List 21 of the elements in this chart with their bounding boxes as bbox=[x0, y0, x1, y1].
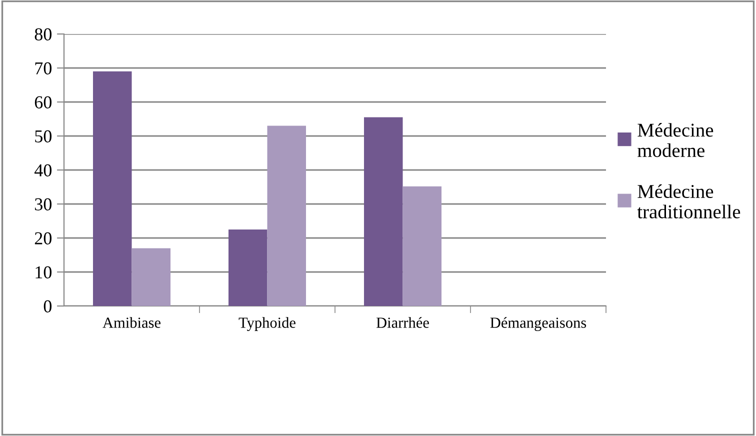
y-tick-label: 0 bbox=[44, 300, 52, 312]
legend-label: Médecine traditionnelle bbox=[637, 184, 740, 218]
x-tick-label: Diarrhée bbox=[376, 317, 429, 328]
bar bbox=[132, 248, 171, 306]
bar bbox=[402, 186, 442, 306]
bar bbox=[228, 230, 268, 306]
y-tick-label: 10 bbox=[36, 266, 52, 278]
y-tick-label: 40 bbox=[34, 164, 52, 176]
x-tick-label: Amibiase bbox=[102, 317, 160, 328]
x-tick-label: Typhoide bbox=[238, 317, 296, 332]
y-tick-label: 30 bbox=[35, 198, 52, 210]
y-tick-label: 50 bbox=[35, 130, 52, 142]
y-tick-label: 20 bbox=[34, 232, 52, 244]
y-tick-label: 80 bbox=[34, 28, 52, 40]
y-tick-label: 60 bbox=[34, 96, 52, 108]
x-tick-label: Démangeaisons bbox=[490, 317, 586, 332]
bar bbox=[267, 126, 306, 306]
bar bbox=[92, 71, 132, 306]
bar bbox=[364, 117, 403, 306]
y-tick-label: 70 bbox=[35, 62, 52, 74]
legend-label: Médecine moderne bbox=[638, 123, 714, 158]
